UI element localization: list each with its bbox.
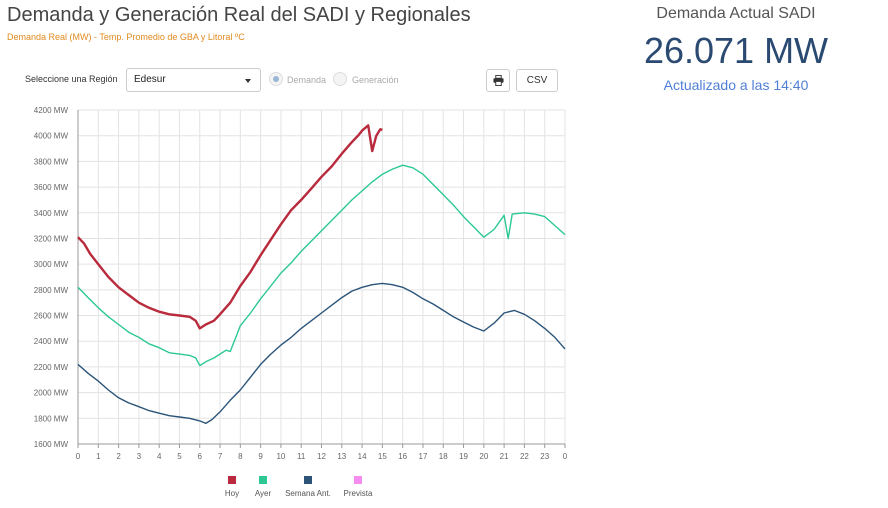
x-tick-label: 23	[540, 452, 549, 461]
series-line-hoy	[77, 124, 383, 330]
y-tick-label: 4200 MW	[34, 106, 69, 115]
x-tick-label: 17	[419, 452, 428, 461]
legend-swatch	[304, 476, 312, 484]
legend-swatch	[354, 476, 362, 484]
x-tick-label: 11	[297, 452, 306, 461]
legend-label: Semana Ant.	[285, 489, 331, 498]
x-tick-label: 5	[177, 452, 182, 461]
x-tick-label: 2	[116, 452, 121, 461]
x-tick-label: 16	[398, 452, 407, 461]
x-tick-label: 19	[459, 452, 468, 461]
x-tick-label: 6	[198, 452, 203, 461]
legend-label: Ayer	[255, 489, 272, 498]
x-tick-label: 9	[258, 452, 263, 461]
y-tick-label: 2000 MW	[34, 389, 69, 398]
y-tick-label: 3400 MW	[34, 209, 69, 218]
y-tick-label: 2600 MW	[34, 312, 69, 321]
legend-swatch	[228, 476, 236, 484]
page-title: Demanda y Generación Real del SADI y Reg…	[7, 4, 471, 26]
legend-item-hoy[interactable]: Hoy	[225, 476, 239, 498]
region-label: Seleccione una Región	[25, 74, 118, 84]
x-tick-label: 0	[563, 452, 568, 461]
x-tick-label: 8	[238, 452, 243, 461]
x-tick-label: 7	[218, 452, 223, 461]
radio-demanda[interactable]	[269, 72, 283, 86]
current-demand-value: 26.071 MW	[643, 30, 829, 71]
region-select[interactable]: Edesur	[126, 68, 261, 92]
x-tick-label: 15	[378, 452, 387, 461]
chart-legend[interactable]: Hoy Ayer Semana Ant. Prevista	[225, 476, 373, 498]
region-select-value: Edesur	[134, 74, 166, 85]
y-axis-ticks: 1600 MW 1800 MW 2000 MW 2200 MW 2400 MW 2600 …	[34, 106, 69, 449]
x-tick-label: 14	[358, 452, 367, 461]
last-updated-text: Actualizado a las 14:40	[663, 77, 809, 93]
series-line-ayer	[77, 164, 566, 367]
x-tick-label: 12	[317, 452, 326, 461]
page-subtitle: Demanda Real (MW) - Temp. Promedio de GB…	[7, 32, 245, 42]
x-axis-ticks: 0 1 2 3 4 5 6 7 8 9 10 11 12 13 14 15 16 17 18 19 20 21 22 23 0	[76, 444, 568, 461]
chart-grid	[77, 109, 566, 445]
legend-item-semana-ant[interactable]: Semana Ant.	[285, 476, 331, 498]
current-demand-title: Demanda Actual SADI	[656, 5, 816, 22]
print-button[interactable]	[486, 69, 510, 92]
csv-button[interactable]: CSV	[516, 69, 558, 92]
chart-series	[77, 124, 566, 425]
x-tick-label: 21	[500, 452, 509, 461]
y-tick-label: 3600 MW	[34, 183, 69, 192]
chevron-down-icon	[245, 79, 251, 83]
x-tick-label: 1	[96, 452, 101, 461]
y-tick-label: 1800 MW	[34, 414, 69, 423]
y-tick-label: 2800 MW	[34, 286, 69, 295]
y-tick-label: 1600 MW	[34, 440, 69, 449]
series-line-semana-ant	[77, 282, 566, 425]
x-tick-label: 3	[137, 452, 142, 461]
y-tick-label: 3200 MW	[34, 234, 69, 243]
demand-chart: 1600 MW 1800 MW 2000 MW 2200 MW 2400 MW 2600 …	[34, 106, 568, 498]
radio-generacion-label[interactable]: Generación	[352, 75, 399, 85]
x-tick-label: 4	[157, 452, 162, 461]
y-tick-label: 3000 MW	[34, 260, 69, 269]
x-tick-label: 20	[479, 452, 488, 461]
legend-item-prevista[interactable]: Prevista	[344, 476, 373, 498]
legend-label: Prevista	[344, 489, 373, 498]
radio-generacion[interactable]	[333, 72, 347, 86]
radio-demanda-label[interactable]: Demanda	[287, 75, 327, 85]
x-tick-label: 18	[439, 452, 448, 461]
y-tick-label: 2200 MW	[34, 363, 69, 372]
print-icon	[492, 75, 504, 86]
x-tick-label: 13	[337, 452, 346, 461]
x-tick-label: 10	[276, 452, 285, 461]
y-tick-label: 2400 MW	[34, 337, 69, 346]
y-tick-label: 3800 MW	[34, 157, 69, 166]
legend-label: Hoy	[225, 489, 239, 498]
y-tick-label: 4000 MW	[34, 132, 69, 141]
legend-swatch	[259, 476, 267, 484]
legend-item-ayer[interactable]: Ayer	[255, 476, 272, 498]
x-tick-label: 22	[520, 452, 529, 461]
x-tick-label: 0	[76, 452, 81, 461]
